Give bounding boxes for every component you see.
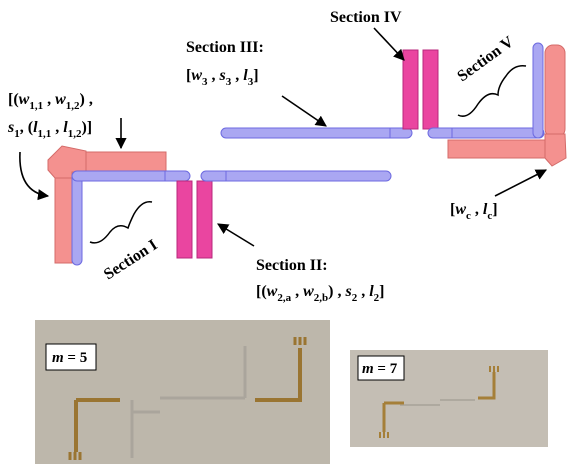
label-part: w (55, 91, 66, 108)
label-part: , ( (20, 119, 33, 136)
line-blue (533, 43, 543, 138)
parameter-label: [(w1,1 , w1,2) , (8, 91, 93, 112)
subscript: 1,1 (38, 128, 52, 140)
label-part: [( (256, 283, 267, 300)
label-part: w (191, 67, 202, 84)
subscript: 2,b (314, 292, 328, 304)
label-part: ] (492, 201, 497, 218)
subscript: 2,a (277, 292, 291, 304)
stub-pink (545, 45, 565, 137)
label-part: , (357, 283, 369, 300)
line-blue (72, 171, 190, 181)
line-pink (86, 152, 166, 171)
photo-background (35, 320, 330, 464)
label-part: , (51, 119, 63, 136)
section-label: Section II: (256, 257, 328, 274)
section-label: Section V (454, 33, 517, 85)
subscript: 1,1 (29, 100, 43, 112)
label-part: )] (81, 119, 92, 136)
label-part: s (219, 67, 226, 84)
page: { "labels": { "section_i": "Section I", … (0, 0, 570, 464)
label-part: w (267, 283, 278, 300)
coupled-line (177, 181, 192, 258)
line-blue (201, 171, 391, 181)
subscript: 1,2 (66, 100, 80, 112)
stub-pink (55, 178, 72, 263)
label-part: m (52, 350, 64, 366)
parameter-label: m = 5 (52, 350, 87, 366)
label-part: m (362, 361, 374, 377)
brace (90, 202, 152, 243)
label-part: , (208, 67, 220, 84)
label-part: w (19, 91, 30, 108)
label-part: = 7 (374, 361, 398, 377)
label-part: = 5 (64, 350, 88, 366)
label-part: , (291, 283, 303, 300)
coupled-line (423, 50, 438, 129)
label-part: ] (379, 283, 384, 300)
line-pink (448, 140, 546, 158)
coupled-line (403, 50, 418, 129)
parameter-label: [(w2,a , w2,b) , s2 , l2] (256, 283, 384, 304)
section-label: Section IV (330, 9, 402, 26)
arrow (218, 224, 254, 246)
label-part: w (303, 283, 314, 300)
subscript: 1,2 (68, 128, 82, 140)
arrow (282, 96, 326, 126)
arrow (20, 152, 48, 196)
photo-m5 (35, 320, 330, 464)
label-part: , (43, 91, 55, 108)
arrow (374, 28, 404, 60)
label-part: ] (253, 67, 258, 84)
label-part: w (455, 201, 466, 218)
arrow (495, 170, 546, 196)
figure: Section IV Section III: Section II: Sect… (0, 0, 570, 464)
label-part: s (344, 283, 351, 300)
parameter-label: [w3 , s3 , l3] (186, 67, 259, 88)
parameter-label: [wc , lc] (450, 201, 498, 222)
line-blue (72, 172, 82, 265)
section-label: Section III: (186, 39, 264, 56)
parameter-label: m = 7 (362, 361, 398, 377)
label-part: , (231, 67, 243, 84)
section-label: Section I (101, 236, 161, 283)
coupled-line (197, 181, 212, 258)
label-part: ) , (328, 283, 345, 300)
label-part: s (7, 119, 14, 136)
line-blue (221, 128, 412, 138)
bend-pink (545, 134, 566, 166)
label-part: ) , (80, 91, 93, 108)
line-blue (428, 128, 544, 138)
parameter-label: s1, (l1,1 , l1,2)] (7, 119, 92, 140)
label-part: , (471, 201, 483, 218)
label-part: [( (8, 91, 19, 108)
